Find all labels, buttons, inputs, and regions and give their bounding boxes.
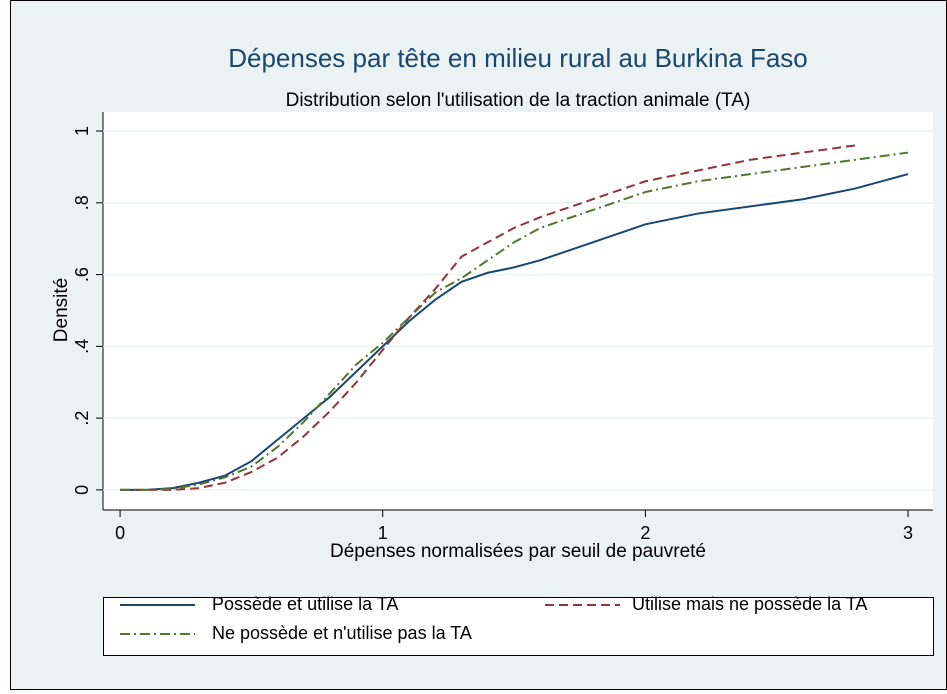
- y-axis-label: Densité: [51, 278, 72, 342]
- line-series: [120, 151, 909, 491]
- line-series: [120, 173, 909, 491]
- x-tick-label: 1: [378, 523, 388, 543]
- y-tick-label: 1: [72, 126, 92, 136]
- chart-subtitle: Distribution selon l'utilisation de la t…: [286, 90, 751, 111]
- x-axis-label: Dépenses normalisées par seuil de pauvre…: [330, 541, 706, 562]
- y-tick-label: .4: [72, 339, 92, 354]
- y-tick-label: .8: [72, 195, 92, 210]
- y-tick-label: .2: [72, 411, 92, 426]
- y-tick-label: .6: [72, 267, 92, 282]
- line-series: [120, 144, 856, 491]
- x-tick-label: 2: [640, 523, 650, 543]
- chart-title: Dépenses par tête en milieu rural au Bur…: [228, 43, 808, 73]
- x-tick-label: 3: [903, 523, 913, 543]
- legend: [103, 597, 934, 656]
- legend-label: Ne possède et n'utilise pas la TA: [212, 623, 472, 643]
- legend-label: Possède et utilise la TA: [212, 594, 398, 614]
- legend-label: Utilise mais ne possède la TA: [632, 594, 867, 614]
- x-tick-label: 0: [115, 523, 125, 543]
- plot-region: [103, 112, 933, 510]
- y-tick-label: 0: [72, 485, 92, 495]
